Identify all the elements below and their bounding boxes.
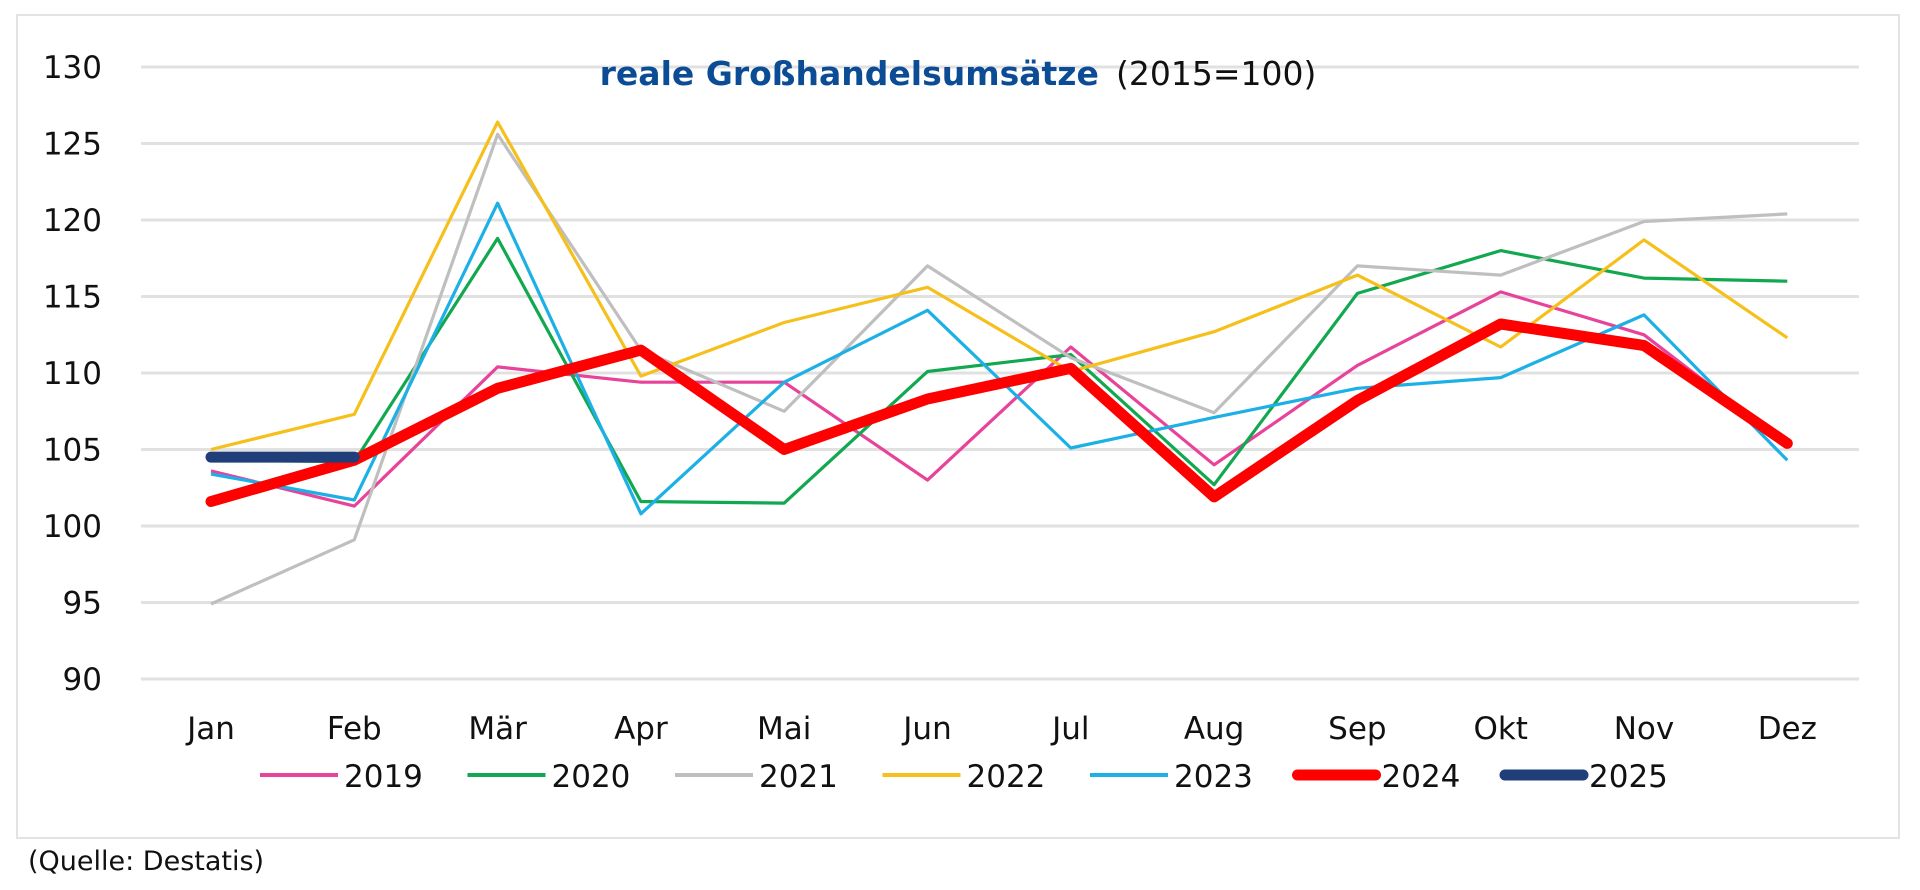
x-tick-label: Feb xyxy=(327,711,382,747)
legend-item-2024: 2024 xyxy=(1292,759,1461,795)
y-tick-label: 130 xyxy=(43,50,102,86)
y-axis-ticks: 130 125 120 115 110 105 100 95 90 xyxy=(43,50,102,698)
legend-label: 2021 xyxy=(759,759,838,795)
series-line-2021 xyxy=(210,132,1788,606)
x-tick-label: Dez xyxy=(1758,711,1817,747)
legend-label: 2019 xyxy=(344,759,423,795)
y-tick-label: 100 xyxy=(43,509,102,545)
x-tick-label: Jan xyxy=(185,711,235,747)
y-tick-label: 90 xyxy=(63,662,102,698)
chart-title-main: reale Großhandelsumsätze xyxy=(600,54,1099,93)
chart-title: reale Großhandelsumsätze (2015=100) xyxy=(600,54,1317,93)
x-tick-label: Aug xyxy=(1184,711,1245,747)
legend-label: 2020 xyxy=(552,759,631,795)
x-tick-label: Apr xyxy=(614,711,668,747)
legend-label: 2022 xyxy=(967,759,1046,795)
legend-item-2019: 2019 xyxy=(260,759,423,795)
legend-label: 2025 xyxy=(1589,759,1668,795)
x-tick-label: Jun xyxy=(901,711,951,747)
y-tick-label: 110 xyxy=(43,356,102,392)
series-lines xyxy=(205,120,1793,606)
x-tick-label: Jul xyxy=(1050,711,1089,747)
y-tick-label: 95 xyxy=(63,586,102,622)
legend: 2019 2020 2021 2022 2023 2024 2025 xyxy=(260,759,1668,795)
series-line-2024 xyxy=(205,318,1793,507)
gridlines xyxy=(141,65,1859,681)
y-tick-label: 120 xyxy=(43,203,102,239)
y-tick-label: 115 xyxy=(43,280,102,316)
y-tick-label: 105 xyxy=(43,433,102,469)
y-tick-label: 125 xyxy=(43,127,102,163)
legend-item-2021: 2021 xyxy=(675,759,838,795)
legend-label: 2023 xyxy=(1174,759,1253,795)
series-line-2022 xyxy=(210,120,1789,452)
series-line-2019 xyxy=(210,290,1789,508)
x-tick-label: Nov xyxy=(1614,711,1675,747)
chart-frame xyxy=(16,14,1900,839)
x-tick-label: Sep xyxy=(1328,711,1386,747)
chart-title-subtitle: (2015=100) xyxy=(1116,54,1316,93)
x-tick-label: Mär xyxy=(468,711,527,747)
x-tick-label: Mai xyxy=(757,711,811,747)
legend-item-2023: 2023 xyxy=(1090,759,1253,795)
legend-item-2025: 2025 xyxy=(1499,759,1668,795)
source-note: (Quelle: Destatis) xyxy=(28,846,265,877)
legend-label: 2024 xyxy=(1382,759,1461,795)
legend-item-2020: 2020 xyxy=(467,759,631,795)
series-line-2020 xyxy=(210,236,1788,505)
series-line-2023 xyxy=(210,201,1789,516)
x-axis-ticks: Jan Feb Mär Apr Mai Jun Jul Aug Sep Okt Nov Dez xyxy=(185,711,1817,747)
legend-item-2022: 2022 xyxy=(882,759,1046,795)
x-tick-label: Okt xyxy=(1473,711,1528,747)
